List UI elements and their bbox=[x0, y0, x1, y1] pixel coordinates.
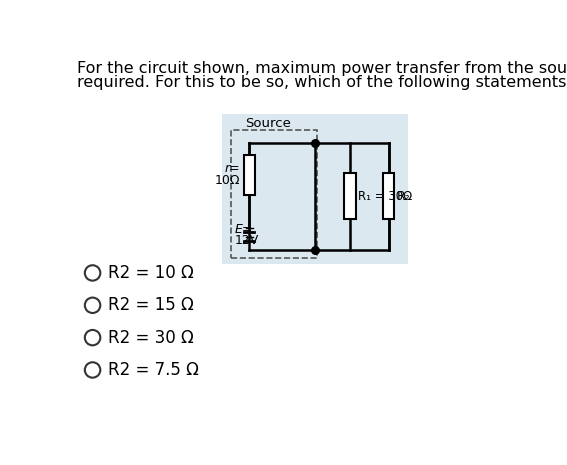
Text: R2 = 15 Ω: R2 = 15 Ω bbox=[108, 296, 194, 314]
Text: R2 = 30 Ω: R2 = 30 Ω bbox=[108, 329, 194, 346]
Bar bbox=[231, 131, 316, 258]
Bar bbox=[222, 113, 408, 264]
Text: 10Ω: 10Ω bbox=[214, 174, 240, 187]
Text: For the circuit shown, maximum power transfer from the source is: For the circuit shown, maximum power tra… bbox=[77, 61, 567, 76]
Text: r=: r= bbox=[224, 162, 240, 175]
Text: R₂: R₂ bbox=[396, 190, 410, 203]
Bar bbox=[383, 173, 394, 219]
Text: E=: E= bbox=[234, 223, 253, 236]
Text: R2 = 7.5 Ω: R2 = 7.5 Ω bbox=[108, 361, 199, 379]
Text: 12V: 12V bbox=[234, 234, 259, 247]
Text: Source: Source bbox=[246, 117, 291, 130]
Text: required. For this to be so, which of the following statements is true?: required. For this to be so, which of th… bbox=[77, 75, 567, 90]
Text: R₁ = 30Ω: R₁ = 30Ω bbox=[358, 190, 412, 203]
Bar bbox=[344, 173, 356, 219]
Text: R2 = 10 Ω: R2 = 10 Ω bbox=[108, 264, 194, 282]
Bar bbox=[244, 155, 255, 195]
